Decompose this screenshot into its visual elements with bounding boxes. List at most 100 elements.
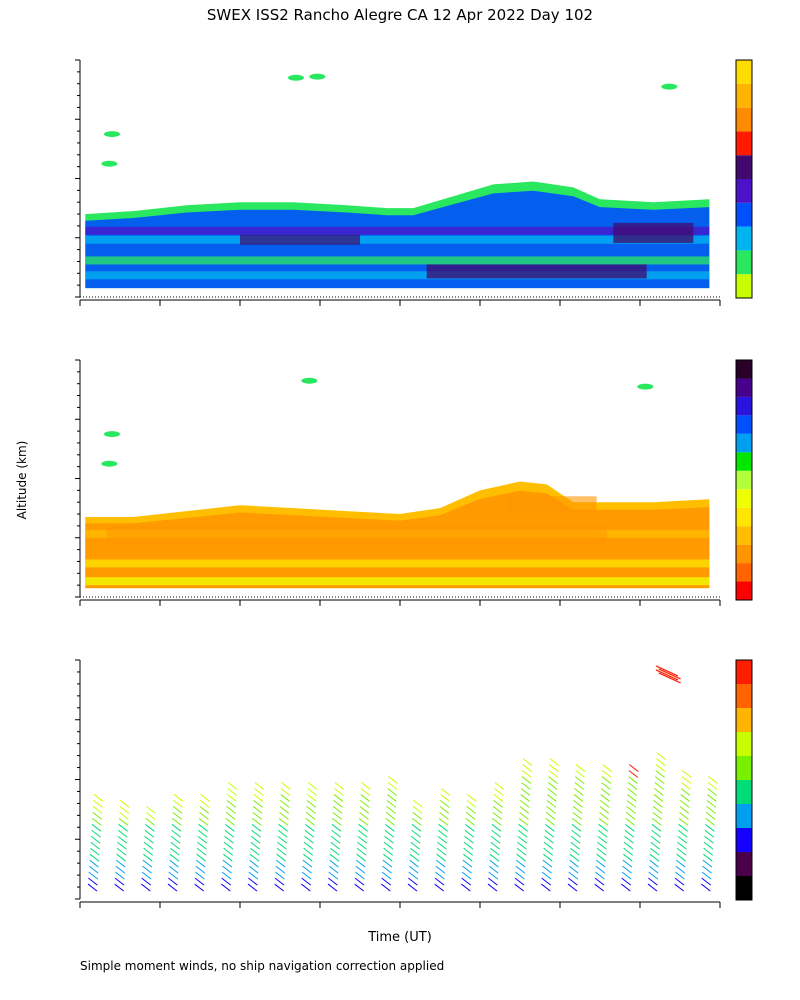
wind-barb xyxy=(253,794,264,802)
wind-barb xyxy=(544,835,554,844)
wind-barb xyxy=(278,817,289,826)
wind-barb xyxy=(681,782,691,790)
wind-barb xyxy=(703,853,713,862)
colorbar-swatch xyxy=(736,378,752,397)
wind-barb xyxy=(332,811,343,820)
wind-barb xyxy=(650,835,661,844)
colorbar-swatch xyxy=(736,780,752,804)
wind-barb xyxy=(437,841,447,850)
wind-barb xyxy=(117,835,128,844)
echo-band xyxy=(85,256,710,265)
figure-title: SWEX ISS2 Rancho Alegre CA 12 Apr 2022 D… xyxy=(207,6,593,24)
wind-barb xyxy=(656,752,667,761)
wind-barb xyxy=(90,835,101,844)
wind-barb xyxy=(114,877,125,886)
wind-barb xyxy=(329,853,340,862)
wind-barb xyxy=(572,811,583,820)
panel-2 xyxy=(75,359,753,606)
wind-barb xyxy=(623,853,633,862)
detached-echo xyxy=(104,131,120,138)
wind-profile xyxy=(354,782,371,892)
wind-profile xyxy=(434,788,451,892)
wind-barb xyxy=(381,871,392,880)
wind-barb xyxy=(168,871,179,880)
wind-barb xyxy=(437,835,448,844)
wind-barb xyxy=(328,871,339,880)
wind-barb xyxy=(522,758,533,766)
wind-barb xyxy=(676,853,686,862)
wind-barb xyxy=(142,859,153,868)
wind-barb xyxy=(413,800,423,808)
wind-barb xyxy=(357,829,368,838)
wind-barb xyxy=(489,853,500,862)
echo-band xyxy=(506,496,597,513)
wind-barb xyxy=(252,811,263,820)
wind-barb xyxy=(226,800,237,808)
wind-barb xyxy=(89,853,100,862)
wind-barb xyxy=(248,871,259,880)
wind-barb xyxy=(679,811,689,820)
wind-barb xyxy=(412,811,423,820)
footnote: Simple moment winds, no ship navigation … xyxy=(80,959,444,973)
wind-barb xyxy=(598,823,608,832)
wind-barb xyxy=(172,811,183,820)
wind-barb xyxy=(359,805,370,814)
wind-barb xyxy=(117,829,128,838)
wind-barb xyxy=(197,835,208,844)
echo-band xyxy=(85,226,710,235)
wind-barb xyxy=(702,865,712,874)
wind-barb xyxy=(408,877,418,886)
wind-barb xyxy=(674,883,684,892)
colorbar-swatch xyxy=(736,852,752,876)
wind-barb xyxy=(521,782,531,790)
wind-barb xyxy=(461,883,471,892)
wind-barb xyxy=(145,811,156,820)
wind-barb xyxy=(568,877,578,886)
wind-barb xyxy=(251,829,261,838)
wind-barb xyxy=(254,788,264,796)
colorbar-swatch xyxy=(736,660,752,684)
wind-barb xyxy=(381,877,392,886)
wind-barb xyxy=(280,788,291,796)
wind-barb xyxy=(277,841,287,850)
wind-barb xyxy=(198,823,208,832)
wind-barb xyxy=(172,817,182,826)
wind-barb xyxy=(568,865,579,874)
wind-barb xyxy=(93,800,103,808)
wind-barb xyxy=(600,788,611,796)
wind-barb xyxy=(306,805,316,814)
wind-profile xyxy=(487,782,505,892)
wind-barb xyxy=(200,794,210,802)
wind-barb xyxy=(464,835,474,844)
wind-barb xyxy=(197,829,208,838)
wind-barb xyxy=(680,788,691,796)
colorbar-swatch xyxy=(736,581,752,600)
wind-barb xyxy=(702,859,713,868)
wind-barb xyxy=(410,835,421,844)
wind-barb xyxy=(654,788,664,796)
wind-barb xyxy=(274,883,284,892)
wind-barb xyxy=(195,859,206,868)
wind-barb xyxy=(461,877,472,886)
wind-barb xyxy=(567,883,578,892)
wind-barb xyxy=(621,871,632,880)
wind-barb xyxy=(87,883,98,892)
wind-barb xyxy=(199,811,209,820)
wind-barb xyxy=(359,811,369,820)
wind-barb xyxy=(704,835,714,844)
wind-barb xyxy=(307,788,318,796)
wind-barb xyxy=(280,794,290,802)
wind-barb xyxy=(358,823,368,832)
wind-barb xyxy=(382,865,392,874)
wind-barb xyxy=(597,835,608,844)
colorbar-swatch xyxy=(736,360,752,379)
wind-barb xyxy=(462,865,472,874)
wind-barb xyxy=(436,847,447,856)
wind-barb xyxy=(569,859,579,868)
wind-barb xyxy=(305,823,315,832)
wind-barb xyxy=(144,835,154,844)
wind-barb xyxy=(572,817,582,826)
wind-barb xyxy=(494,782,505,790)
wind-barb xyxy=(90,847,100,856)
